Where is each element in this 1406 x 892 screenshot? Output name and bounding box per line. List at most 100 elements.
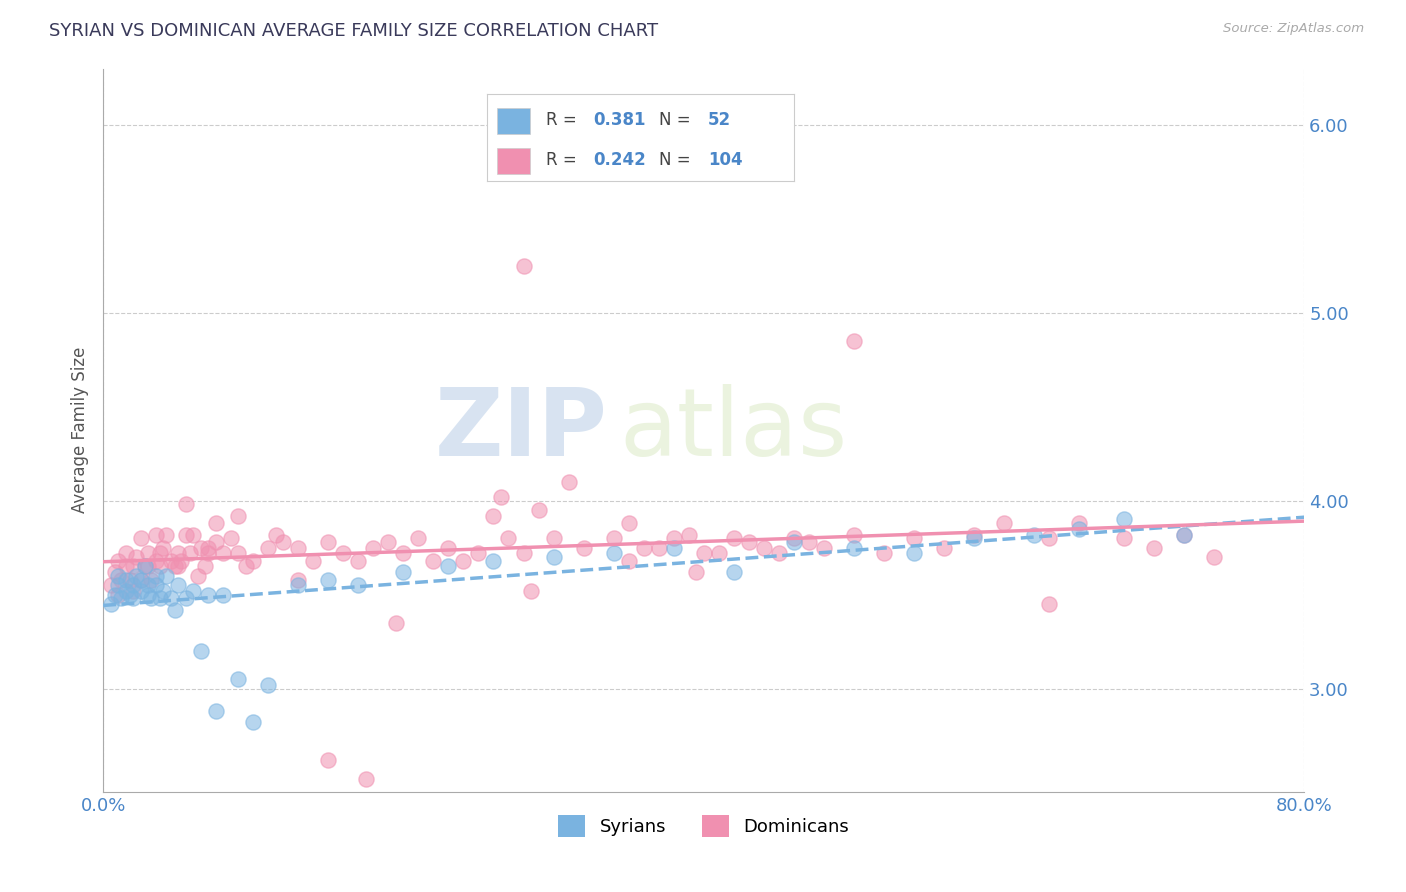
Point	[226, 508, 249, 523]
Point	[152, 583, 174, 598]
Point	[318, 753, 340, 767]
Point	[179, 546, 201, 560]
Point	[226, 546, 249, 560]
Point	[377, 535, 399, 549]
Point	[1173, 527, 1195, 541]
Point	[136, 588, 159, 602]
Point	[125, 550, 148, 565]
Point	[155, 527, 177, 541]
Point	[145, 527, 167, 541]
Point	[165, 603, 187, 617]
Point	[110, 573, 132, 587]
Point	[963, 531, 986, 545]
Point	[212, 546, 235, 560]
Point	[122, 578, 145, 592]
Point	[489, 490, 512, 504]
Point	[114, 559, 136, 574]
Point	[482, 508, 505, 523]
Point	[408, 531, 430, 545]
Point	[110, 591, 132, 606]
Point	[692, 546, 714, 560]
Point	[235, 559, 257, 574]
Point	[134, 559, 156, 574]
Point	[332, 546, 354, 560]
Point	[318, 535, 340, 549]
Point	[159, 554, 181, 568]
Point	[437, 541, 460, 555]
Point	[104, 565, 127, 579]
Point	[467, 546, 489, 560]
Point	[392, 546, 415, 560]
Point	[197, 541, 219, 555]
Point	[617, 554, 640, 568]
Point	[114, 573, 136, 587]
Point	[167, 559, 190, 574]
Text: SYRIAN VS DOMINICAN AVERAGE FAMILY SIZE CORRELATION CHART: SYRIAN VS DOMINICAN AVERAGE FAMILY SIZE …	[49, 22, 658, 40]
Point	[903, 531, 925, 545]
Point	[873, 546, 896, 560]
Point	[602, 531, 624, 545]
Point	[242, 554, 264, 568]
Point	[155, 569, 177, 583]
Point	[783, 531, 806, 545]
Point	[122, 583, 145, 598]
Point	[107, 569, 129, 583]
Point	[107, 578, 129, 592]
Point	[318, 573, 340, 587]
Point	[165, 559, 187, 574]
Point	[271, 535, 294, 549]
Point	[122, 559, 145, 574]
Point	[120, 573, 142, 587]
Point	[181, 583, 204, 598]
Point	[662, 541, 685, 555]
Point	[287, 573, 309, 587]
Point	[167, 578, 190, 592]
Point	[602, 546, 624, 560]
Point	[437, 559, 460, 574]
Point	[842, 527, 865, 541]
Point	[1067, 516, 1090, 531]
Point	[723, 565, 745, 579]
Point	[527, 503, 550, 517]
Text: Source: ZipAtlas.com: Source: ZipAtlas.com	[1223, 22, 1364, 36]
Point	[242, 715, 264, 730]
Point	[302, 554, 325, 568]
Point	[707, 546, 730, 560]
Point	[543, 550, 565, 565]
Point	[204, 704, 226, 718]
Point	[129, 531, 152, 545]
Point	[932, 541, 955, 555]
Point	[197, 588, 219, 602]
Point	[633, 541, 655, 555]
Point	[129, 583, 152, 598]
Point	[104, 588, 127, 602]
Point	[813, 541, 835, 555]
Point	[647, 541, 669, 555]
Point	[797, 535, 820, 549]
Point	[347, 578, 370, 592]
Point	[159, 591, 181, 606]
Point	[136, 559, 159, 574]
Point	[617, 516, 640, 531]
Point	[174, 591, 197, 606]
Point	[107, 588, 129, 602]
Point	[141, 573, 163, 587]
Point	[136, 578, 159, 592]
Point	[149, 546, 172, 560]
Point	[152, 541, 174, 555]
Point	[354, 772, 377, 786]
Text: ZIP: ZIP	[434, 384, 607, 476]
Point	[1112, 512, 1135, 526]
Point	[512, 259, 534, 273]
Point	[114, 583, 136, 598]
Point	[174, 498, 197, 512]
Point	[120, 588, 142, 602]
Point	[257, 541, 280, 555]
Point	[287, 578, 309, 592]
Point	[204, 516, 226, 531]
Point	[141, 591, 163, 606]
Point	[842, 334, 865, 348]
Point	[1173, 527, 1195, 541]
Point	[100, 597, 122, 611]
Point	[145, 578, 167, 592]
